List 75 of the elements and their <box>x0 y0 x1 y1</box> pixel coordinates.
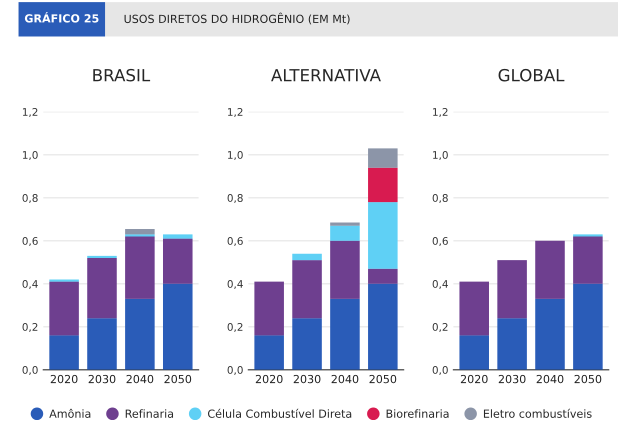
y-tick-label: 0,4 <box>432 280 448 289</box>
y-tick-label: 0,8 <box>432 194 448 203</box>
y-tick-label: 1,2 <box>433 108 448 117</box>
y-tick-label: 0,4 <box>22 280 38 289</box>
y-tick-label: 0,8 <box>228 194 243 203</box>
x-tick-label: 2020 <box>256 374 283 384</box>
bar <box>162 238 193 284</box>
bar <box>87 258 117 318</box>
y-tick-label: 1,0 <box>228 151 243 160</box>
bar <box>125 228 155 234</box>
bar <box>292 318 322 370</box>
legend-label: Célula Combustível Direta <box>208 408 352 418</box>
y-tick-label: 1,2 <box>228 108 242 117</box>
bar <box>368 202 398 269</box>
x-tick-label: 2050 <box>370 374 396 384</box>
bar <box>459 335 489 370</box>
y-tick-label: 1,0 <box>433 151 448 160</box>
bar <box>368 148 398 168</box>
y-tick-label: 1,0 <box>22 151 38 160</box>
text: GRÁFICO 25 <box>24 12 98 23</box>
x-tick-label: 2020 <box>460 374 488 384</box>
legend-label: Refinaria <box>126 409 174 418</box>
bar <box>330 226 360 241</box>
bar <box>292 254 322 260</box>
y-tick-label: 0,2 <box>432 323 448 332</box>
text: USOS DIRETOS DO HIDROGÊNIO (EM Mt) <box>124 12 350 24</box>
bar <box>162 234 193 239</box>
legend-label: Amônia <box>49 408 90 418</box>
y-tick-label: 1,2 <box>22 108 38 117</box>
chart-title: BRASIL <box>93 68 150 82</box>
y-tick-label: 0,6 <box>22 237 38 246</box>
chart-title: GLOBAL <box>498 68 564 82</box>
y-tick-label: 0,0 <box>228 366 243 375</box>
bar <box>330 298 360 370</box>
bar <box>497 260 527 318</box>
y-tick-label: 0,6 <box>228 237 243 246</box>
bar <box>292 260 322 318</box>
bar <box>254 282 284 336</box>
x-tick-label: 2020 <box>50 374 78 384</box>
bar <box>573 236 603 284</box>
bar <box>125 236 155 299</box>
x-tick-label: 2040 <box>332 374 358 384</box>
bar <box>330 240 360 299</box>
bar <box>162 284 193 370</box>
bar <box>535 240 565 299</box>
bar <box>87 318 117 370</box>
bar <box>125 298 155 370</box>
x-tick-label: 2030 <box>294 374 320 384</box>
x-tick-label: 2040 <box>126 374 154 384</box>
bar <box>535 298 565 370</box>
bar <box>330 222 360 226</box>
bar <box>254 335 284 370</box>
x-tick-label: 2050 <box>164 374 192 384</box>
bar <box>49 282 79 336</box>
y-tick-label: 0,0 <box>432 366 448 375</box>
y-tick-label: 0,8 <box>22 194 38 203</box>
x-tick-label: 2040 <box>536 374 564 384</box>
x-tick-label: 2030 <box>498 374 526 384</box>
bar <box>368 168 398 202</box>
bar <box>573 284 603 370</box>
bar <box>368 268 398 284</box>
bar <box>368 284 398 370</box>
y-tick-label: 0,6 <box>432 237 448 246</box>
bar <box>49 335 79 370</box>
chart-title: ALTERNATIVA <box>271 69 381 82</box>
y-tick-label: 0,0 <box>22 366 38 375</box>
bar <box>497 318 527 370</box>
y-tick-label: 0,2 <box>22 323 38 332</box>
y-tick-label: 0,4 <box>228 280 243 289</box>
y-tick-label: 0,2 <box>228 323 242 332</box>
legend-label: Biorefinaria <box>386 409 449 418</box>
legend-label: Eletro combustíveis <box>484 408 592 418</box>
x-tick-label: 2030 <box>88 374 116 384</box>
x-tick-label: 2050 <box>574 374 602 384</box>
bar <box>459 282 489 336</box>
